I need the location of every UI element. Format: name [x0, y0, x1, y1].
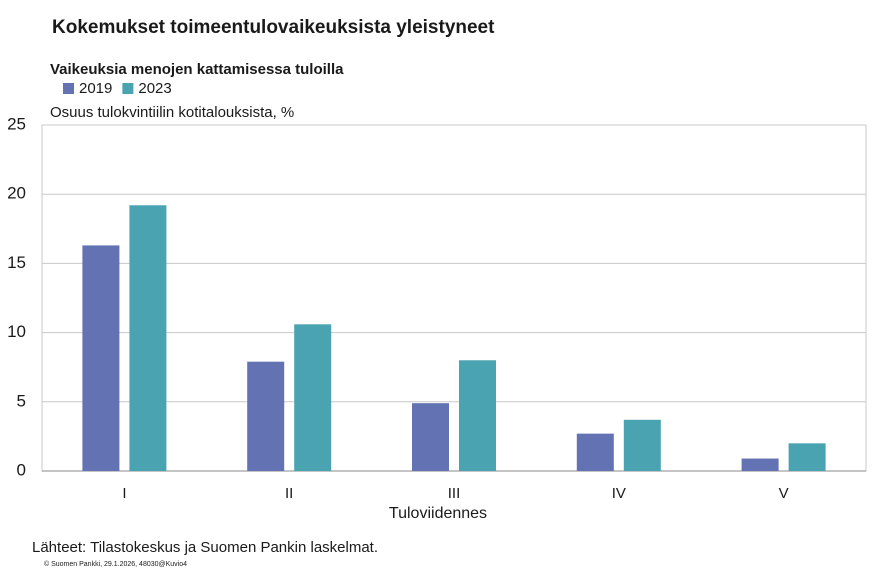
y-tick-label: 5 [17, 391, 26, 410]
y-tick-label: 15 [7, 253, 26, 272]
bar [576, 433, 614, 471]
bar [294, 324, 332, 471]
y-tick-label: 25 [7, 114, 26, 133]
x-tick-label: IV [612, 485, 626, 502]
legend-swatch [63, 83, 74, 94]
bar [82, 245, 120, 471]
bar [247, 361, 285, 471]
footer: © Suomen Pankki, 29.1.2026, 48030@Kuvio4 [44, 560, 187, 568]
x-tick-label: V [779, 485, 789, 502]
source: Lähteet: Tilastokeskus ja Suomen Pankin … [32, 539, 378, 556]
x-tick-label: II [285, 485, 293, 502]
bar [459, 360, 496, 471]
chart-title: Kokemukset toimeentulovaikeuksista yleis… [52, 17, 495, 38]
y-tick-label: 10 [7, 322, 26, 341]
y-tick-label: 20 [7, 184, 26, 203]
x-axis-label: Tuloviidennes [389, 505, 487, 522]
chart-subtitle: Vaikeuksia menojen kattamisessa tuloilla [50, 61, 344, 78]
bar [129, 205, 167, 471]
bar [788, 443, 826, 471]
bar [741, 458, 779, 471]
legend-label: 2019 [79, 80, 112, 97]
legend-swatch [122, 83, 134, 94]
x-tick-label: III [448, 485, 461, 502]
bar [623, 419, 661, 471]
bar [412, 403, 449, 471]
y-axis-label: Osuus tulokvintiilin kotitalouksista, % [50, 104, 294, 121]
legend-label: 2023 [138, 80, 171, 97]
x-tick-label: I [122, 485, 126, 502]
y-tick-label: 0 [17, 460, 26, 479]
